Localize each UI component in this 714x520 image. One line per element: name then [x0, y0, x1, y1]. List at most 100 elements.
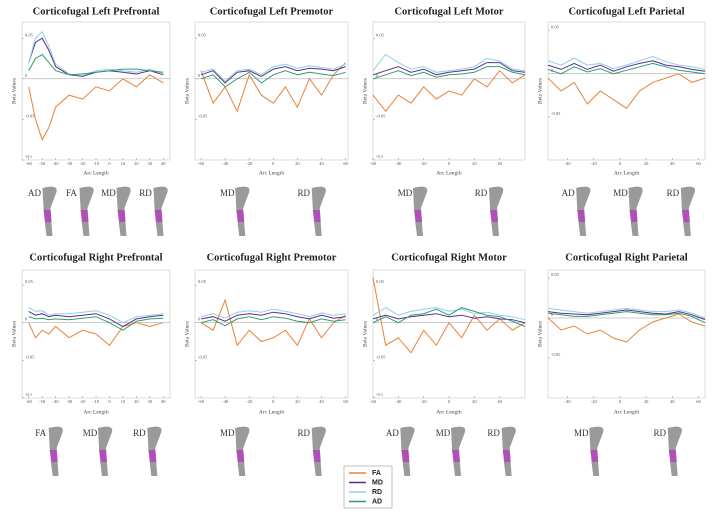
tract-highlight [43, 210, 52, 222]
series-line [372, 307, 526, 327]
tract-label: MD [574, 428, 589, 438]
y-tick-label: 0 [376, 317, 379, 322]
x-tick-label: -10 [93, 161, 100, 166]
tract-label: AD [386, 428, 399, 438]
tract-highlight [681, 210, 690, 222]
x-tick-label: 0 [272, 399, 275, 404]
x-tick-label: -40 [565, 399, 572, 404]
series-line [372, 313, 526, 324]
tract-highlight [414, 210, 422, 222]
series-line [28, 30, 164, 77]
y-tick-label: 0.05 [25, 279, 34, 284]
x-tick-label: 40 [161, 161, 166, 166]
tract-highlight [452, 450, 460, 462]
tract-label: FA [66, 188, 77, 198]
tract-label: AD [28, 188, 41, 198]
tract-label: MD [613, 188, 628, 198]
series-line [547, 60, 706, 72]
series-line [200, 66, 346, 84]
y-tick-label: -0.05 [376, 113, 386, 118]
x-tick-label: 40 [161, 399, 166, 404]
series-line [28, 53, 164, 76]
tract-label: RD [475, 188, 488, 198]
x-axis-label: Arc Length [614, 409, 639, 415]
chart-title: Corticofugal Right Premotor [207, 252, 337, 263]
y-axis-label: Beta Values [362, 321, 368, 347]
tract-highlight [401, 450, 410, 462]
x-tick-label: -40 [53, 399, 60, 404]
series-line [372, 53, 526, 73]
x-tick-label: -20 [246, 161, 253, 166]
series-line [547, 311, 706, 324]
tract-label: MD [220, 188, 235, 198]
x-tick-label: 20 [644, 399, 649, 404]
tract-highlight [590, 450, 599, 462]
y-tick-label: -0.05 [198, 354, 208, 359]
series-line [547, 307, 706, 319]
series-line [372, 69, 526, 113]
tract-highlight [312, 210, 321, 222]
chart-title: Corticofugal Left Parietal [568, 6, 684, 17]
tract-label: MD [398, 188, 413, 198]
series-line [372, 66, 526, 80]
x-tick-label: -20 [591, 161, 598, 166]
tract-highlight [490, 210, 498, 222]
x-tick-label: -20 [421, 399, 428, 404]
x-tick-label: 60 [343, 399, 348, 404]
x-tick-label: 10 [121, 399, 126, 404]
y-tick-label: -0.1 [376, 154, 383, 159]
x-tick-label: -60 [26, 399, 33, 404]
y-tick-label: 0.05 [551, 25, 560, 30]
y-tick-label: 0 [25, 73, 28, 78]
x-tick-label: 0 [272, 161, 275, 166]
chart-title: Corticofugal Right Prefrontal [29, 252, 162, 263]
x-tick-label: 40 [497, 161, 502, 166]
chart-title: Corticofugal Left Prefrontal [33, 6, 160, 17]
x-tick-label: 0 [108, 399, 111, 404]
series-line [547, 62, 706, 75]
series-line [547, 309, 706, 321]
x-tick-label: 20 [295, 399, 300, 404]
x-tick-label: 40 [319, 161, 324, 166]
series-line [200, 308, 346, 319]
y-tick-label: -0.1 [376, 392, 383, 397]
tract-highlight [154, 210, 163, 222]
tract-label: FA [35, 428, 46, 438]
x-axis-label: Arc Length [83, 409, 108, 415]
x-axis-label: Arc Length [259, 170, 284, 176]
x-tick-label: 20 [134, 161, 139, 166]
y-axis-label: Beta Values [184, 78, 190, 104]
x-tick-label: 20 [472, 161, 477, 166]
y-tick-label: -0.1 [25, 154, 32, 159]
x-tick-label: -20 [421, 161, 428, 166]
y-tick-label: -0.05 [551, 352, 561, 357]
x-tick-label: -60 [26, 161, 33, 166]
x-tick-label: 30 [148, 161, 153, 166]
tract-highlight [236, 210, 245, 222]
x-tick-label: -50 [39, 161, 46, 166]
x-tick-label: -40 [565, 161, 572, 166]
y-axis-label: Beta Values [11, 321, 17, 347]
y-tick-label: -0.05 [25, 113, 35, 118]
tract-label: MD [101, 188, 116, 198]
tract-highlight [80, 210, 89, 222]
chart-title: Corticofugal Left Premotor [210, 6, 334, 17]
series-line [28, 74, 164, 141]
y-tick-label: 0 [198, 73, 201, 78]
plot-frame [194, 21, 349, 161]
series-line [28, 316, 164, 331]
series-line [200, 311, 346, 322]
y-tick-label: 0 [376, 73, 379, 78]
plot-frame [547, 269, 706, 399]
tract-highlight [629, 210, 638, 222]
x-tick-label: 20 [644, 161, 649, 166]
x-tick-label: -50 [39, 399, 46, 404]
x-tick-label: 10 [121, 161, 126, 166]
tract-label: RD [297, 188, 310, 198]
chart-title: Corticofugal Right Parietal [565, 252, 688, 263]
tract-highlight [49, 450, 58, 462]
y-tick-label: 0.05 [376, 279, 385, 284]
tract-label: RD [297, 428, 310, 438]
x-tick-label: -30 [66, 399, 73, 404]
series-line [200, 63, 346, 82]
